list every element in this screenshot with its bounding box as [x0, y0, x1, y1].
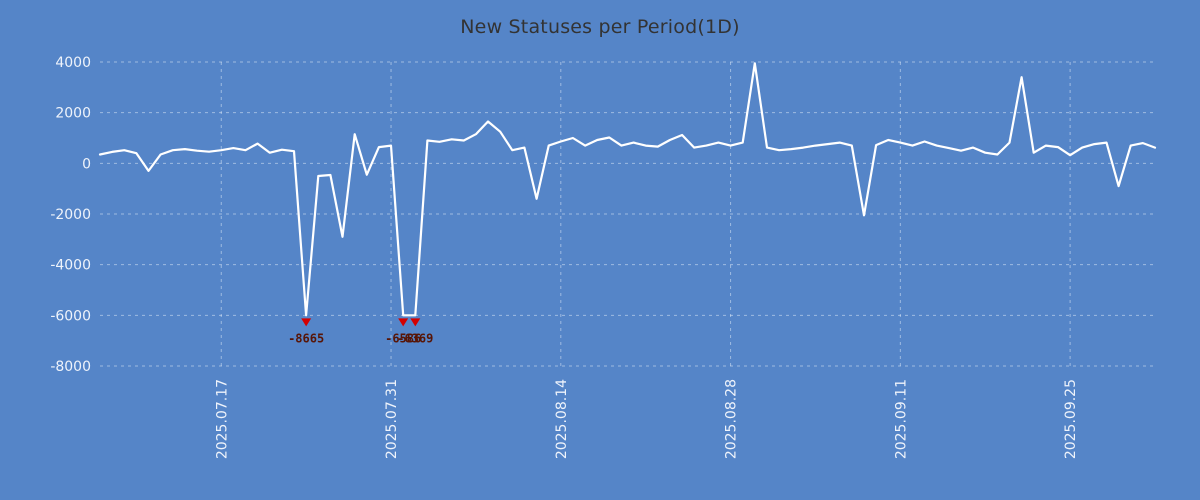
- clipped-min-marker-icon: [398, 318, 409, 327]
- clipped-min-value-label: -6369: [397, 331, 433, 345]
- y-axis-tick-label: 4000: [55, 55, 91, 71]
- clipped-min-marker-icon: [410, 318, 421, 327]
- x-axis-tick-label: 2025.09.11: [893, 379, 909, 459]
- x-axis-tick-label: 2025.07.31: [384, 379, 400, 459]
- y-axis-tick-label: -8000: [50, 359, 91, 375]
- x-axis-tick-label: 2025.08.14: [554, 379, 570, 459]
- y-axis-tick-label: -6000: [50, 308, 91, 324]
- data-series-line: [98, 62, 1157, 317]
- clipped-min-marker-icon: [301, 318, 312, 327]
- x-axis-tick-label: 2025.07.17: [214, 379, 230, 459]
- chart-title: New Statuses per Period(1D): [460, 16, 740, 38]
- x-axis-tick-label: 2025.08.28: [724, 379, 740, 459]
- clipped-min-value-label: -6586: [385, 331, 421, 345]
- clipped-min-value-label: -8665: [288, 331, 324, 345]
- y-axis-tick-label: 0: [82, 156, 91, 172]
- line-chart: 4000 2000 0 -2000 -4000 -6000 -8000 2025.07.17 2…: [50, 55, 1157, 459]
- y-axis-tick-label: 2000: [55, 106, 91, 122]
- x-axis-tick-label: 2025.09.25: [1063, 379, 1079, 459]
- y-axis-tick-label: -2000: [50, 207, 91, 223]
- y-axis-tick-label: -4000: [50, 258, 91, 274]
